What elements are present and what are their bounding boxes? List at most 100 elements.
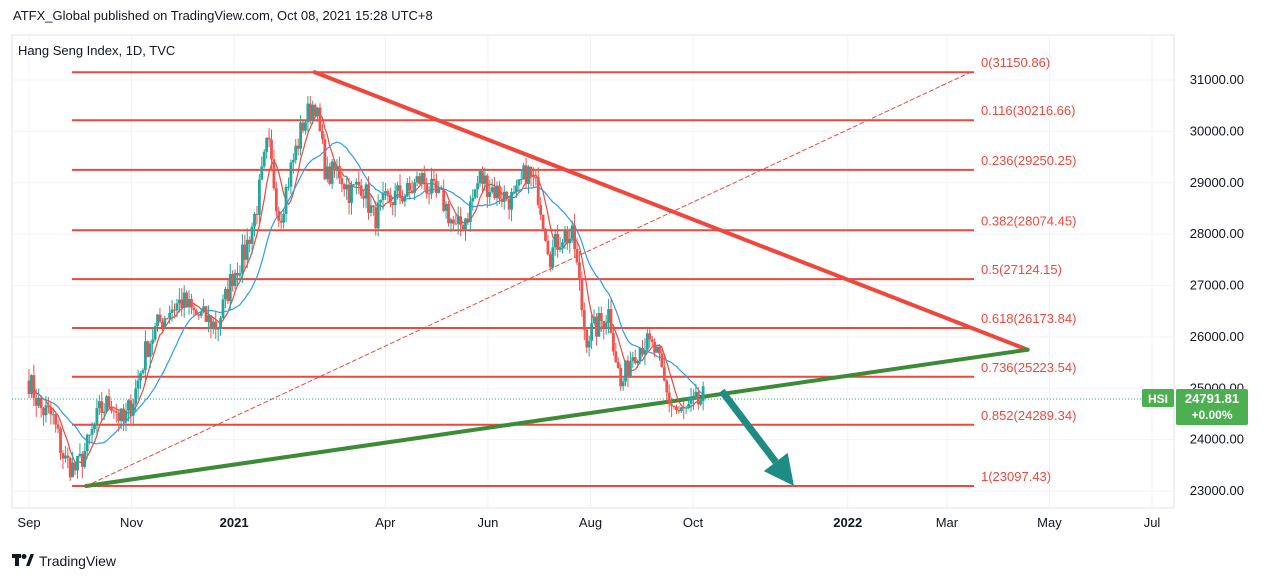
candle-body <box>495 185 499 198</box>
projection-shaft <box>718 388 779 465</box>
candle-body <box>415 176 419 183</box>
candle-body <box>194 310 198 315</box>
candle-body <box>539 205 543 215</box>
candle-body <box>66 455 70 458</box>
projection-arrow <box>718 388 794 486</box>
candle-body <box>219 318 222 329</box>
candle-body <box>32 375 36 398</box>
candle-body <box>369 205 373 213</box>
candle-body <box>245 239 249 260</box>
candle-body <box>459 216 463 225</box>
candle-body <box>515 185 518 192</box>
candle-body <box>553 233 557 248</box>
candle-body <box>318 107 322 131</box>
candle-body <box>173 309 176 311</box>
candle-body <box>362 195 366 199</box>
candle-body <box>485 175 489 198</box>
candle-body <box>289 162 293 187</box>
candle-body <box>507 199 511 210</box>
candle-body <box>405 183 409 197</box>
y-tick-label: 28000.00 <box>1190 226 1244 241</box>
candle-body <box>97 401 101 409</box>
candle-body <box>413 182 416 193</box>
candle-body <box>277 211 281 221</box>
candle-body <box>151 339 155 344</box>
candle-body <box>42 408 45 416</box>
x-tick-label: Aug <box>579 515 602 530</box>
fib-retracement: 0(31150.86) 0.116(30216.66) 0.236(29250.25… <box>72 55 1076 487</box>
chart-canvas[interactable]: 0(31150.86) 0.116(30216.66) 0.236(29250.25… <box>0 0 1269 545</box>
axes: 31000.00 30000.00 29000.00 28000.00 27000.00… <box>12 35 1248 530</box>
candle-body <box>160 321 164 328</box>
candle-body <box>544 228 547 241</box>
candle-body <box>612 333 615 352</box>
candle-body <box>114 411 118 413</box>
candle-body <box>653 341 657 353</box>
candle-body <box>447 203 450 224</box>
candle-body <box>56 424 60 429</box>
candle-body <box>90 428 94 435</box>
candle-body <box>54 414 58 425</box>
candle-body <box>384 191 387 194</box>
y-tick-label: 27000.00 <box>1190 278 1244 293</box>
candle-body <box>675 406 678 410</box>
candle-body <box>408 183 412 191</box>
candle-body <box>197 314 201 316</box>
candle-body <box>502 191 506 202</box>
candle-body <box>604 322 608 329</box>
x-tick-label: May <box>1037 515 1062 530</box>
candle-body <box>449 219 453 224</box>
candle-body <box>243 244 247 260</box>
candle-body <box>323 139 327 180</box>
candle-body <box>337 166 341 179</box>
fib-label-0-236: 0.236(29250.25) <box>981 153 1076 168</box>
candle-body <box>388 194 392 203</box>
x-tick-label: Jun <box>477 515 498 530</box>
candle-body <box>490 187 494 192</box>
candle-body <box>493 187 496 198</box>
candle-body <box>650 339 654 342</box>
price-badge <box>1176 388 1248 425</box>
candle-body <box>209 315 213 330</box>
x-tick-label: Sep <box>17 515 40 530</box>
candle-body <box>371 205 375 208</box>
candle-body <box>168 312 172 319</box>
candle-body <box>299 122 302 149</box>
candle-body <box>614 351 618 363</box>
candle-body <box>696 391 700 405</box>
fib-label-1: 1(23097.43) <box>981 469 1051 484</box>
candle-body <box>643 349 647 355</box>
candle-body <box>347 184 351 204</box>
candle-body <box>100 401 104 413</box>
x-tick-label: Apr <box>375 515 396 530</box>
candle-body <box>316 107 319 117</box>
candle-body <box>143 341 147 370</box>
candle-body <box>73 462 77 471</box>
candle-body <box>481 171 484 184</box>
candle-body <box>308 103 312 120</box>
candle-body <box>512 191 516 193</box>
candle-body <box>236 272 239 276</box>
candle-body <box>359 185 363 196</box>
candle-body <box>529 166 533 176</box>
candle-body <box>522 165 526 180</box>
candle-body <box>461 224 465 230</box>
candle-body <box>335 166 339 171</box>
candle-body <box>95 408 99 424</box>
candle-body <box>163 318 167 328</box>
candle-body <box>207 315 210 322</box>
candle-body <box>367 184 370 213</box>
candle-body <box>240 244 244 274</box>
candle-body <box>587 340 591 348</box>
candle-body <box>321 130 324 140</box>
candle-body <box>93 423 96 429</box>
candle-body <box>202 306 205 312</box>
candle-body <box>34 397 38 406</box>
y-tick-label: 23000.00 <box>1190 483 1244 498</box>
candle-body <box>287 186 290 188</box>
fib-label-0: 0(31150.86) <box>981 55 1050 70</box>
candle-body <box>585 329 589 348</box>
candles <box>27 96 705 481</box>
candle-body <box>381 193 385 200</box>
candle-body <box>216 328 220 330</box>
